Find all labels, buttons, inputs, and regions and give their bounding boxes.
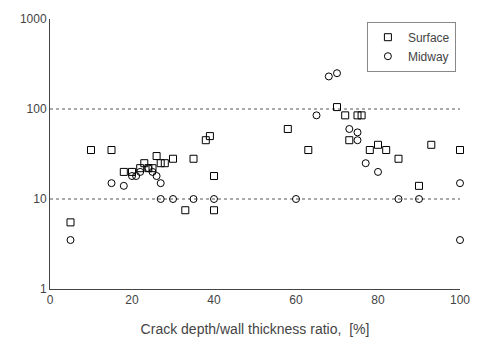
svg-text:1000: 1000 [20,12,47,26]
svg-text:20: 20 [125,293,139,307]
svg-text:Crack depth/wall thickness rat: Crack depth/wall thickness ratio, [%] [141,321,370,337]
svg-text:40: 40 [207,293,221,307]
svg-text:0: 0 [47,293,54,307]
svg-text:10: 10 [33,192,47,206]
svg-text:Midway: Midway [408,50,449,64]
svg-text:100: 100 [27,102,47,116]
svg-text:60: 60 [289,293,303,307]
svg-text:1: 1 [40,282,47,296]
svg-text:80: 80 [371,293,385,307]
svg-text:Surface: Surface [408,31,450,45]
svg-text:100: 100 [450,293,470,307]
